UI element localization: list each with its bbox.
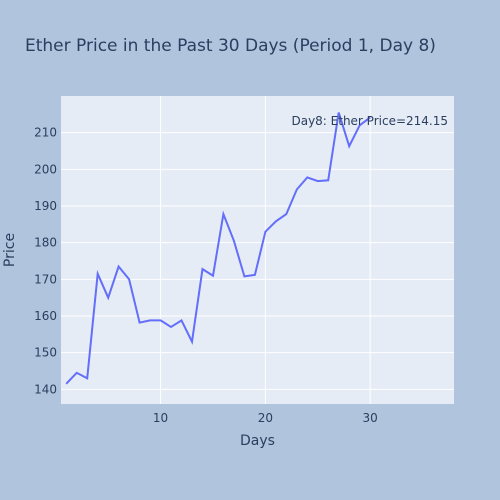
chart-title: Ether Price in the Past 30 Days (Period … [25,36,436,56]
y-tick-label: 210 [34,126,57,140]
grid-lines [61,96,454,404]
x-axis-label: Days [240,433,275,449]
plot-area [61,96,454,404]
y-tick-label: 170 [34,272,57,286]
y-tick-label: 140 [34,382,57,396]
x-tick-label: 20 [258,411,273,425]
y-tick-label: 200 [34,162,57,176]
x-axis-ticks: 10 20 30 [153,411,378,425]
y-axis-ticks: 140 150 160 170 180 190 200 210 [34,126,57,397]
x-tick-label: 30 [363,411,378,425]
x-tick-label: 10 [153,411,168,425]
price-series-line [65,112,371,385]
y-tick-label: 160 [34,309,57,323]
price-annotation: Day8: Ether Price=214.15 [291,114,448,128]
y-tick-label: 180 [34,236,57,250]
y-axis-label: Price [2,233,18,267]
y-tick-label: 190 [34,199,57,213]
y-tick-label: 150 [34,346,57,360]
